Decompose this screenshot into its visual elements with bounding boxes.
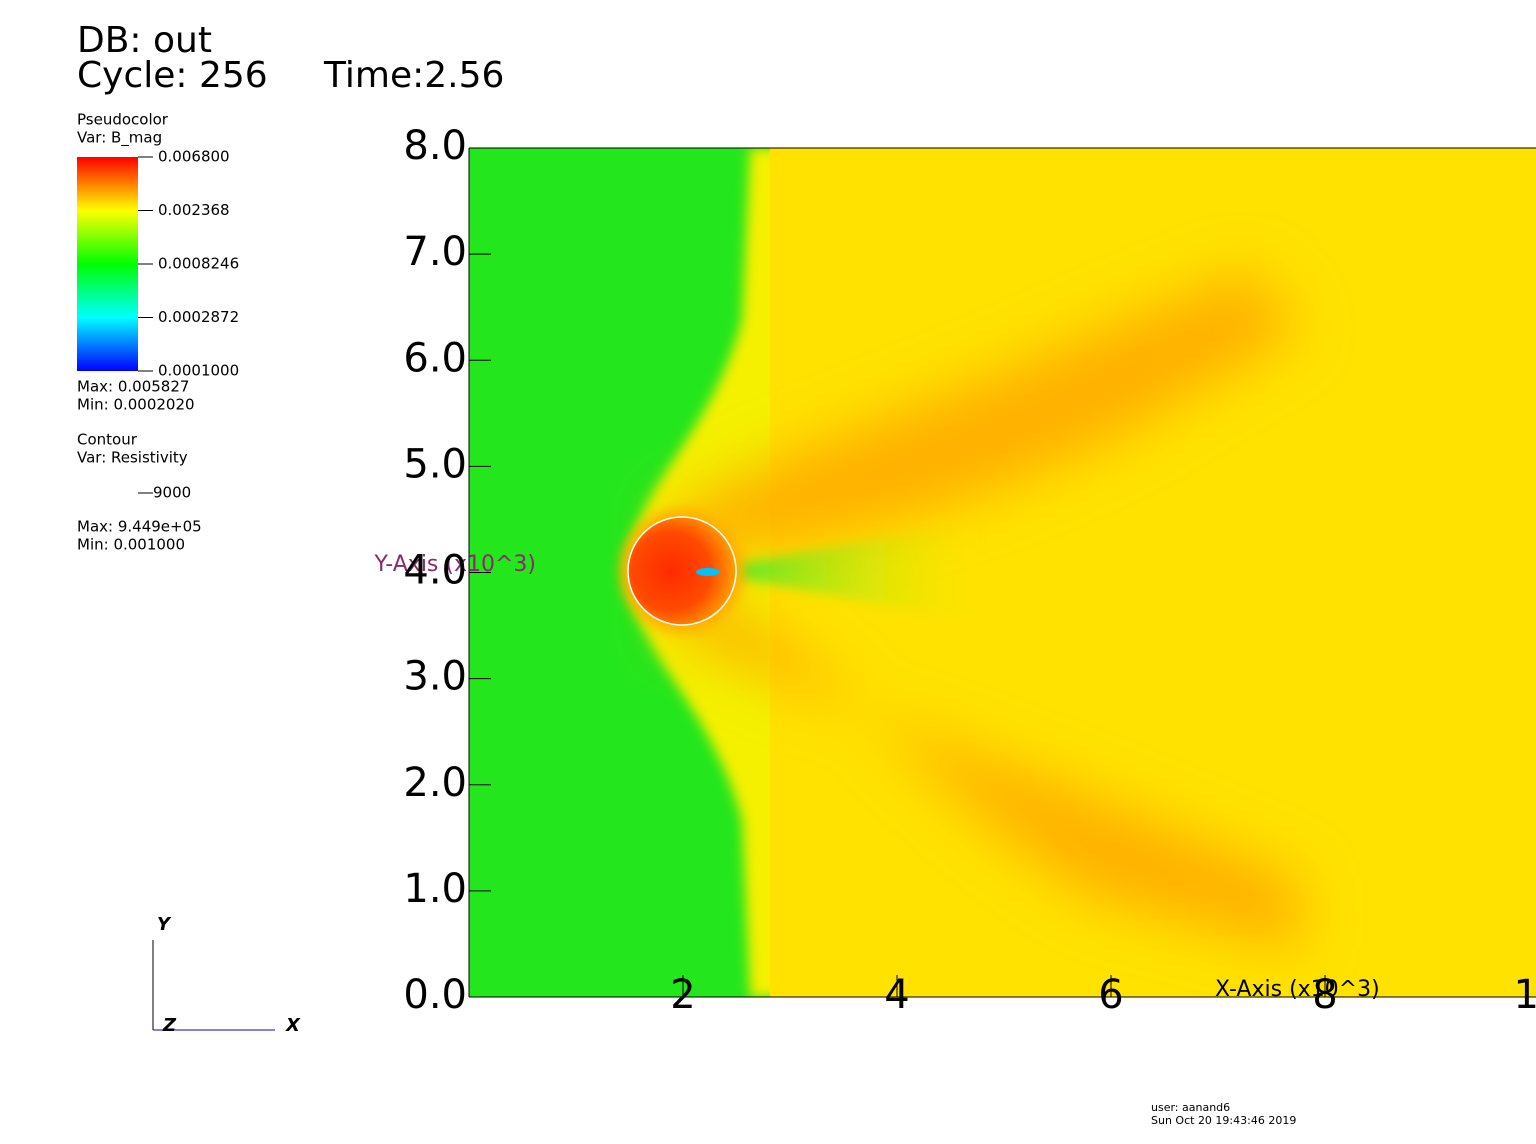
x-tick-label: 6: [1098, 972, 1123, 1018]
y-tick-label: 8.0: [403, 123, 467, 169]
legend-max: Max: 0.005827: [77, 378, 189, 396]
time-label: Time:2.56: [323, 55, 504, 96]
legend-var: Var: B_mag: [77, 129, 162, 148]
user-label: user: aanand6: [1151, 1101, 1230, 1114]
y-tick-label: 3.0: [403, 654, 467, 700]
legend-min: Min: 0.001000: [77, 536, 185, 554]
colorbar-tick-label: 0.006800: [158, 148, 230, 166]
x-tick-label: 10: [1514, 972, 1536, 1018]
colorbar-tick-label: 0.002368: [158, 201, 230, 219]
y-tick-label: 7.0: [403, 229, 467, 275]
y-tick-label: 4.0: [403, 548, 467, 594]
cycle-label: Cycle: 256: [77, 55, 268, 96]
date-label: Sun Oct 20 19:43:46 2019: [1151, 1114, 1296, 1127]
x-axis-title: X-Axis (x10^3): [1215, 977, 1380, 1002]
y-tick-label: 2.0: [403, 760, 467, 806]
colorbar-tick-label: 0.0008246: [158, 255, 239, 273]
plot-field: [469, 148, 1536, 997]
colorbar: [77, 157, 138, 371]
y-tick-label: 5.0: [403, 441, 467, 487]
y-tick-label: 0.0: [403, 972, 467, 1018]
legend-max: Max: 9.449e+05: [77, 518, 202, 536]
y-tick-label: 1.0: [403, 866, 467, 912]
x-tick-label: 2: [670, 972, 695, 1018]
legend-title: Pseudocolor: [77, 111, 169, 129]
legend-min: Min: 0.0002020: [77, 396, 195, 414]
colorbar-tick-label: 0.0002872: [158, 308, 239, 326]
y-axis-title: Y-Axis (x10^3): [373, 552, 536, 577]
triad-label: X: [285, 1015, 301, 1036]
legend-var: Var: Resistivity: [77, 449, 188, 467]
x-tick-label: 4: [884, 972, 909, 1018]
triad-label: Y: [157, 914, 172, 935]
colorbar-tick-label: 0.0001000: [158, 362, 239, 380]
y-tick-label: 6.0: [403, 335, 467, 381]
legend-title: Contour: [77, 431, 138, 449]
x-tick-label: 8: [1312, 972, 1337, 1018]
contour-level: 9000: [153, 484, 191, 502]
triad-label: Z: [162, 1015, 177, 1036]
db-label: DB: out: [77, 20, 212, 61]
